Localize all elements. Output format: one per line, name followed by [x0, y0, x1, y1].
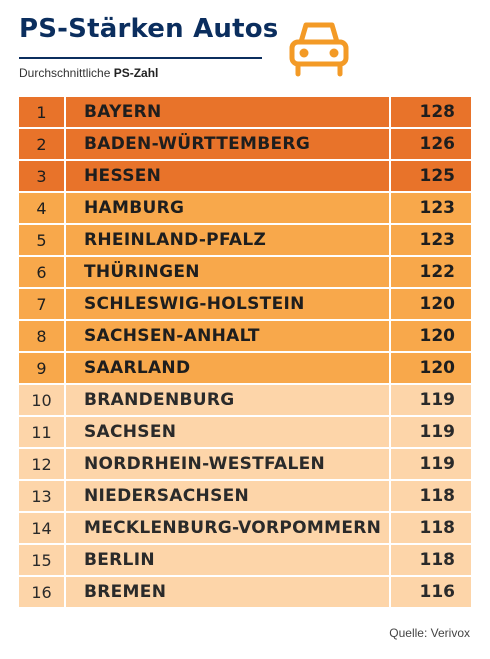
rank-cell: 6 — [19, 257, 66, 289]
subtitle: Durchschnittliche PS-Zahl — [19, 66, 158, 80]
value-cell: 122 — [391, 257, 471, 289]
value-cell: 119 — [391, 449, 471, 481]
table-row: 7 SCHLESWIG-HOLSTEIN 120 — [19, 289, 471, 321]
rank-cell: 7 — [19, 289, 66, 321]
state-cell: NIEDERSACHSEN — [66, 481, 391, 513]
state-cell: SCHLESWIG-HOLSTEIN — [66, 289, 391, 321]
table-row: 15 BERLIN 118 — [19, 545, 471, 577]
table-row: 1 BAYERN 128 — [19, 97, 471, 129]
table-row: 2 BADEN-WÜRTTEMBERG 126 — [19, 129, 471, 161]
value-cell: 128 — [391, 97, 471, 129]
state-cell: HAMBURG — [66, 193, 391, 225]
table-row: 5 RHEINLAND-PFALZ 123 — [19, 225, 471, 257]
value-cell: 118 — [391, 545, 471, 577]
value-cell: 126 — [391, 129, 471, 161]
state-cell: MECKLENBURG-VORPOMMERN — [66, 513, 391, 545]
value-cell: 120 — [391, 353, 471, 385]
state-cell: SACHSEN-ANHALT — [66, 321, 391, 353]
table-row: 12 NORDRHEIN-WESTFALEN 119 — [19, 449, 471, 481]
subtitle-text: Durchschnittliche — [19, 66, 111, 80]
rank-cell: 4 — [19, 193, 66, 225]
rank-cell: 3 — [19, 161, 66, 193]
table-row: 4 HAMBURG 123 — [19, 193, 471, 225]
value-cell: 119 — [391, 417, 471, 449]
table-row: 10 BRANDENBURG 119 — [19, 385, 471, 417]
value-cell: 120 — [391, 289, 471, 321]
subtitle-emphasis: PS-Zahl — [113, 66, 159, 80]
state-cell: THÜRINGEN — [66, 257, 391, 289]
value-cell: 116 — [391, 577, 471, 609]
value-cell: 120 — [391, 321, 471, 353]
state-cell: SACHSEN — [66, 417, 391, 449]
car-icon — [289, 22, 349, 77]
value-cell: 123 — [391, 225, 471, 257]
rank-cell: 14 — [19, 513, 66, 545]
state-cell: BAYERN — [66, 97, 391, 129]
value-cell: 125 — [391, 161, 471, 193]
rank-cell: 12 — [19, 449, 66, 481]
state-cell: HESSEN — [66, 161, 391, 193]
state-cell: BREMEN — [66, 577, 391, 609]
table-row: 13 NIEDERSACHSEN 118 — [19, 481, 471, 513]
rank-cell: 15 — [19, 545, 66, 577]
ranking-table-body: 1 BAYERN 128 2 BADEN-WÜRTTEMBERG 126 3 HESSEN 12… — [19, 97, 471, 609]
rank-cell: 10 — [19, 385, 66, 417]
value-cell: 123 — [391, 193, 471, 225]
value-cell: 118 — [391, 481, 471, 513]
rank-cell: 1 — [19, 97, 66, 129]
source-note: Quelle: Verivox — [389, 626, 470, 640]
table-row: 9 SAARLAND 120 — [19, 353, 471, 385]
rank-cell: 2 — [19, 129, 66, 161]
state-cell: BRANDENBURG — [66, 385, 391, 417]
state-cell: RHEINLAND-PFALZ — [66, 225, 391, 257]
ranking-table: 1 BAYERN 128 2 BADEN-WÜRTTEMBERG 126 3 HESSEN 12… — [19, 97, 471, 609]
table-row: 6 THÜRINGEN 122 — [19, 257, 471, 289]
state-cell: BADEN-WÜRTTEMBERG — [66, 129, 391, 161]
rank-cell: 11 — [19, 417, 66, 449]
value-cell: 119 — [391, 385, 471, 417]
table-row: 16 BREMEN 116 — [19, 577, 471, 609]
state-cell: NORDRHEIN-WESTFALEN — [66, 449, 391, 481]
table-row: 14 MECKLENBURG-VORPOMMERN 118 — [19, 513, 471, 545]
rank-cell: 16 — [19, 577, 66, 609]
rank-cell: 5 — [19, 225, 66, 257]
rank-cell: 8 — [19, 321, 66, 353]
table-row: 11 SACHSEN 119 — [19, 417, 471, 449]
state-cell: BERLIN — [66, 545, 391, 577]
rank-cell: 13 — [19, 481, 66, 513]
value-cell: 118 — [391, 513, 471, 545]
table-row: 8 SACHSEN-ANHALT 120 — [19, 321, 471, 353]
page-title: PS-Stärken Autos — [19, 14, 279, 44]
title-underline — [19, 57, 262, 59]
table-row: 3 HESSEN 125 — [19, 161, 471, 193]
rank-cell: 9 — [19, 353, 66, 385]
state-cell: SAARLAND — [66, 353, 391, 385]
